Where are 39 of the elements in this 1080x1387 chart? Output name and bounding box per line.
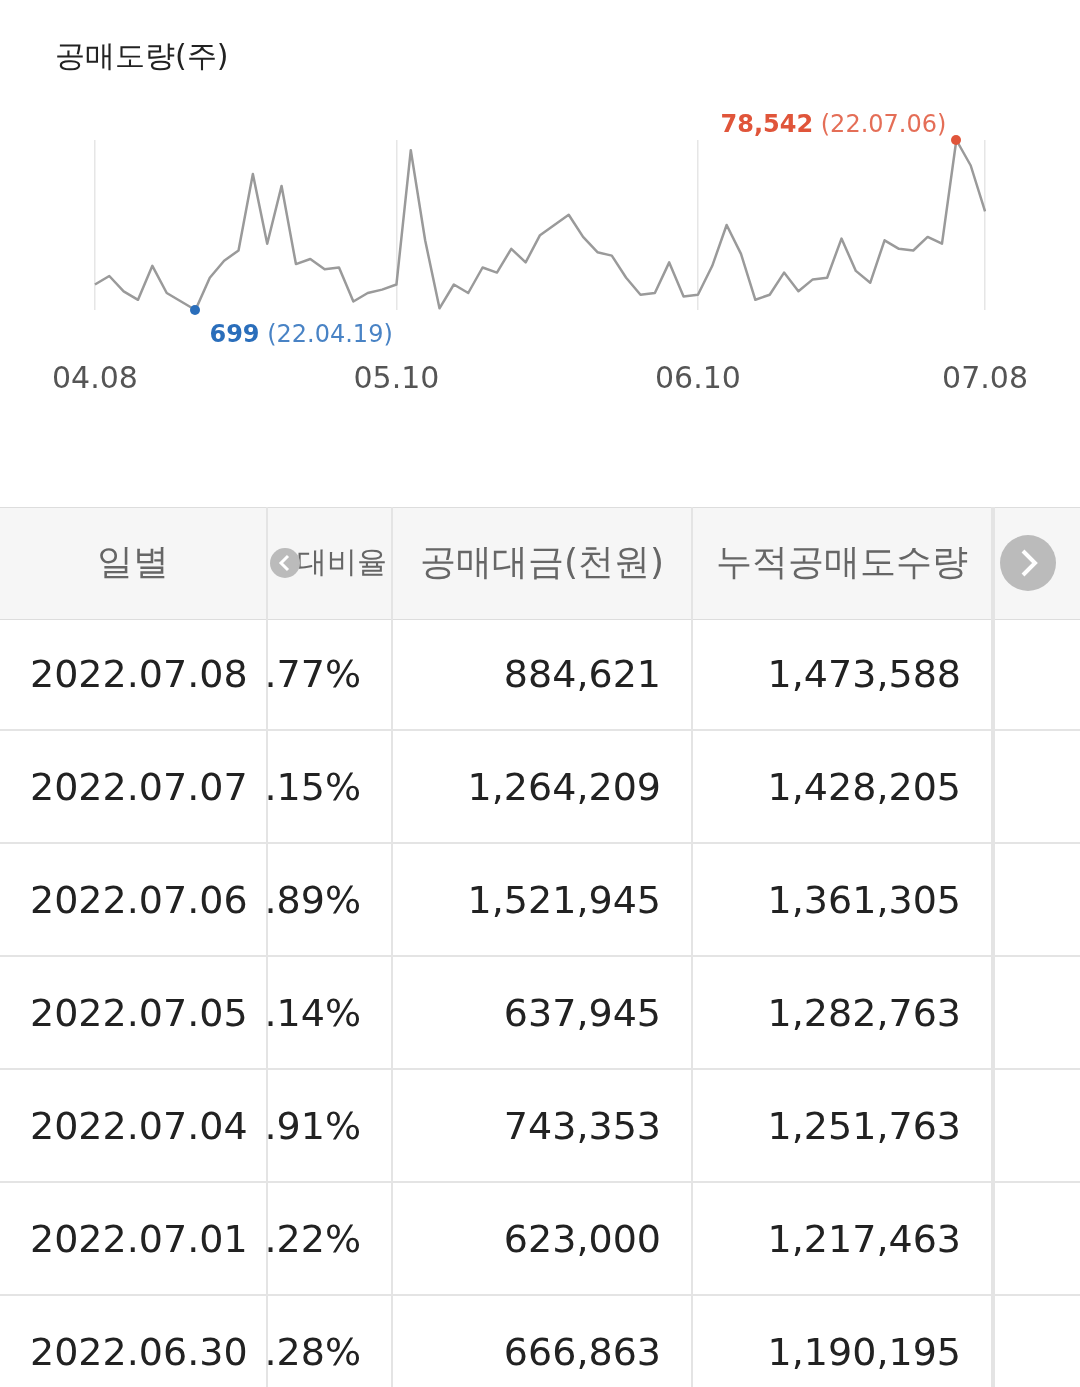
text: 2022.07.04 [30, 1103, 248, 1148]
text: 1,251,763 [767, 1103, 961, 1148]
text: 1,264,209 [467, 764, 661, 809]
text: 666,863 [503, 1329, 661, 1374]
text: .77% [267, 651, 361, 696]
text: .89% [267, 877, 361, 922]
text: 1,361,305 [767, 877, 961, 922]
category-label: 누적공매도수량 [716, 540, 968, 584]
text: 699 (22.04.19) [209, 320, 393, 348]
text: .91% [267, 1103, 361, 1148]
text: .22% [267, 1216, 361, 1261]
text: 1,190,195 [767, 1329, 961, 1374]
chart-title: 공매도량(주) [55, 37, 229, 75]
text: .28% [267, 1329, 361, 1374]
text: .15% [267, 764, 361, 809]
category-label: 일별 [97, 540, 169, 584]
text: 2022.07.08 [30, 651, 248, 696]
category-label: 공매대금(천원) [419, 540, 665, 584]
text: 637,945 [503, 990, 661, 1035]
text: 2022.07.01 [30, 1216, 248, 1261]
text: 78,542 (22.07.06) [720, 110, 947, 138]
text: 2022.07.05 [30, 990, 248, 1035]
text: 2022.06.30 [30, 1329, 248, 1374]
text: 2022.07.06 [30, 877, 248, 922]
category-label: 대비율 [297, 543, 387, 581]
text: 1,428,205 [767, 764, 961, 809]
text: 2022.07.07 [30, 764, 248, 809]
text: 1,521,945 [467, 877, 661, 922]
text: 743,353 [503, 1103, 661, 1148]
x-tick-label: 06.10 [654, 359, 741, 395]
text: 1,282,763 [767, 990, 961, 1035]
text: 884,621 [503, 651, 661, 696]
x-tick-label: 05.10 [353, 359, 440, 395]
text: 623,000 [503, 1216, 661, 1261]
text: 1,217,463 [767, 1216, 961, 1261]
x-tick-label: 04.08 [52, 359, 138, 395]
text: .14% [267, 990, 361, 1035]
text: 1,473,588 [767, 651, 961, 696]
x-tick-label: 07.08 [942, 359, 1028, 395]
